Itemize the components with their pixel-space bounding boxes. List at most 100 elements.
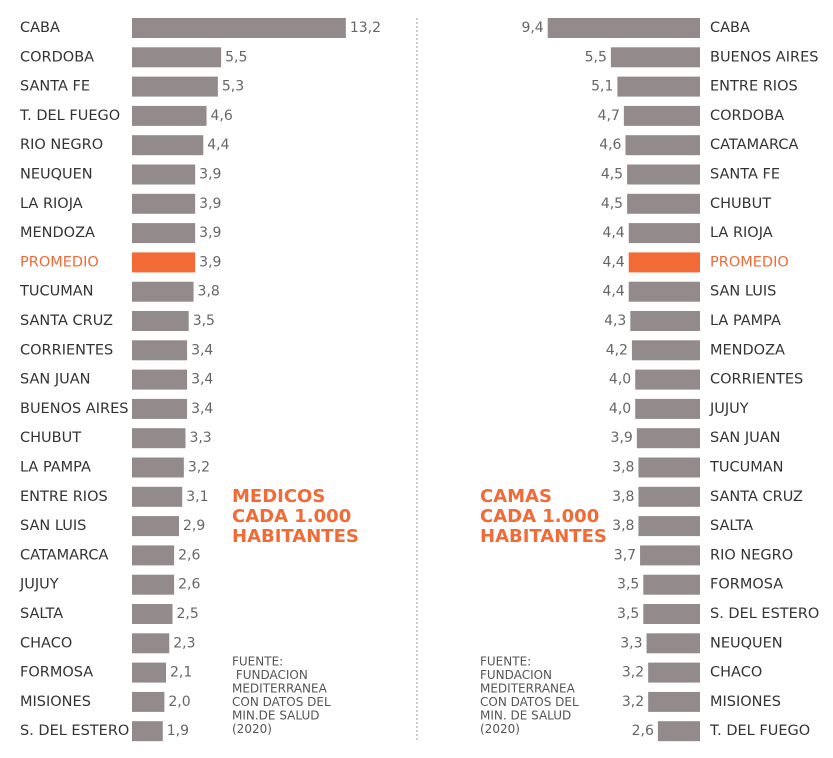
category-label: CHUBUT — [20, 430, 81, 446]
bar — [657, 721, 700, 742]
value-label: 3,3 — [189, 430, 211, 446]
bar — [132, 721, 163, 742]
category-label: MENDOZA — [20, 225, 95, 241]
bar — [648, 662, 700, 683]
bar — [132, 691, 165, 712]
category-label: RIO NEGRO — [20, 137, 103, 153]
bar — [132, 252, 196, 273]
source-note: CON DATOS DEL — [480, 695, 579, 709]
value-label: 3,3 — [620, 635, 642, 651]
bar — [638, 486, 700, 507]
source-note: FUENTE: — [480, 655, 531, 669]
value-label: 3,9 — [199, 225, 221, 241]
category-label: RIO NEGRO — [710, 547, 793, 563]
value-label: 3,9 — [199, 167, 221, 183]
value-label: 2,5 — [177, 606, 199, 622]
bar — [547, 18, 700, 38]
value-label: 4,0 — [609, 372, 631, 388]
category-label: CORRIENTES — [20, 342, 113, 358]
chart-title: CAMAS — [480, 486, 552, 507]
category-label: T. DEL FUEGO — [19, 108, 120, 124]
value-label: 4,3 — [604, 313, 626, 329]
bar — [630, 311, 700, 331]
bar — [132, 486, 183, 507]
category-label: MISIONES — [20, 694, 91, 710]
bar — [132, 311, 189, 331]
category-label: MENDOZA — [710, 342, 785, 358]
bar — [643, 574, 700, 595]
category-label: CHUBUT — [710, 196, 771, 212]
category-label: CABA — [20, 20, 60, 36]
bar — [640, 545, 700, 566]
bar — [132, 164, 196, 185]
value-label: 3,7 — [614, 547, 636, 563]
source-note: FUNDACION — [480, 668, 552, 682]
value-label: 4,4 — [602, 225, 624, 241]
value-label: 4,4 — [602, 284, 624, 300]
value-label: 3,5 — [617, 606, 639, 622]
bar — [132, 604, 173, 624]
source-note: MEDITERRANEA — [232, 682, 328, 696]
bar — [623, 105, 700, 126]
bar — [627, 193, 700, 214]
value-label: 4,0 — [609, 401, 631, 417]
bar — [132, 457, 184, 478]
category-label: SANTA CRUZ — [20, 313, 113, 329]
value-label: 3,4 — [191, 401, 213, 417]
category-label: CORRIENTES — [710, 372, 803, 388]
bar — [132, 369, 188, 390]
category-label: ENTRE RIOS — [710, 79, 798, 95]
value-label: 3,2 — [622, 694, 644, 710]
bar — [638, 457, 700, 478]
value-label: 5,5 — [585, 49, 607, 65]
value-label: 13,2 — [350, 20, 381, 36]
value-label: 3,2 — [188, 460, 210, 476]
value-label: 2,6 — [178, 577, 200, 593]
source-note: FUENTE: — [232, 655, 283, 669]
category-label: SANTA FE — [20, 79, 90, 95]
category-label: SALTA — [710, 518, 753, 534]
source-note: MIN.DE SALUD — [232, 709, 319, 723]
bar — [132, 633, 170, 654]
value-label: 2,6 — [632, 723, 654, 739]
bar — [132, 76, 218, 97]
value-label: 3,8 — [612, 460, 634, 476]
value-label: 4,6 — [599, 137, 621, 153]
category-label: MISIONES — [710, 694, 781, 710]
category-label: NEUQUEN — [20, 167, 93, 183]
bar — [132, 545, 175, 566]
value-label: 2,3 — [173, 635, 195, 651]
category-label: CHACO — [710, 665, 762, 681]
bar — [636, 428, 700, 449]
category-label: TUCUMAN — [19, 284, 93, 300]
bar — [132, 398, 188, 419]
category-label: SANTA CRUZ — [710, 489, 803, 505]
value-label: 3,4 — [191, 342, 213, 358]
value-label: 3,9 — [611, 430, 633, 446]
value-label: 4,5 — [601, 196, 623, 212]
bar — [132, 281, 194, 302]
bar — [132, 340, 188, 361]
value-label: 5,3 — [222, 79, 244, 95]
category-label: NEUQUEN — [710, 635, 783, 651]
category-label: LA RIOJA — [20, 196, 83, 212]
bar — [627, 164, 700, 185]
bar — [132, 193, 196, 214]
category-label: SALTA — [20, 606, 63, 622]
source-note: (2020) — [232, 722, 272, 736]
category-label: PROMEDIO — [20, 254, 99, 270]
category-label: PROMEDIO — [710, 254, 789, 270]
source-note: (2020) — [480, 722, 520, 736]
value-label: 4,6 — [211, 108, 233, 124]
category-label: CORDOBA — [20, 49, 94, 65]
category-label: SAN JUAN — [710, 430, 781, 446]
category-label: JUJUY — [709, 401, 749, 417]
chart-title: HABITANTES — [232, 526, 359, 547]
category-label: CATAMARCA — [20, 547, 108, 563]
value-label: 4,4 — [602, 254, 624, 270]
value-label: 2,6 — [178, 547, 200, 563]
bar — [132, 18, 346, 38]
bar — [625, 135, 700, 156]
bar — [610, 47, 700, 68]
